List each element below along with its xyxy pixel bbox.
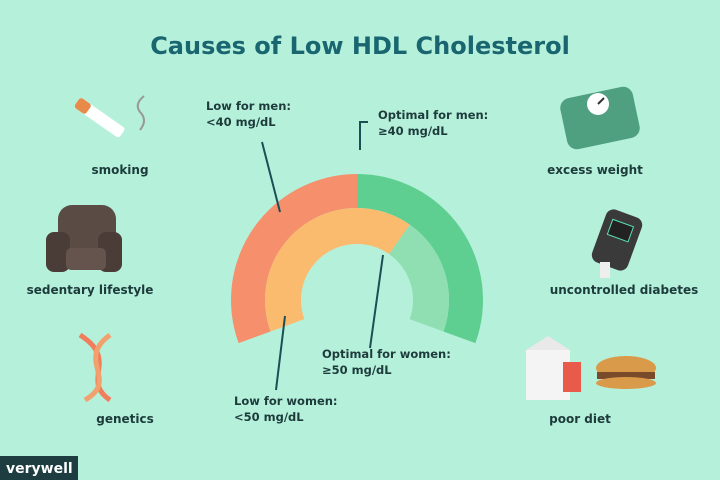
- gauge-label: <50 mg/dL: [234, 410, 304, 424]
- gauge-label: Low for women:: [234, 394, 338, 408]
- leader-line: [275, 315, 286, 391]
- gauge-segment: [389, 224, 449, 332]
- gauge-label: <40 mg/dL: [206, 115, 276, 129]
- food-icon: [526, 336, 656, 400]
- cause-label: smoking: [91, 163, 148, 177]
- gauge-label: ≥40 mg/dL: [378, 124, 448, 138]
- cause-label: uncontrolled diabetes: [550, 283, 699, 297]
- gauge: [230, 174, 484, 344]
- title: Causes of Low HDL Cholesterol: [150, 32, 570, 60]
- leader-line: [261, 141, 281, 213]
- brand-logo: verywell: [6, 461, 73, 477]
- gauge-segment: [230, 174, 357, 344]
- gauge-segment: [265, 208, 410, 332]
- gauge-label: Optimal for men:: [378, 108, 488, 122]
- leader-line: [359, 121, 368, 150]
- leader-line: [369, 254, 384, 349]
- armchair-icon: [46, 205, 122, 272]
- scale-icon: [560, 86, 640, 150]
- cause-label: poor diet: [549, 412, 611, 426]
- brand-badge: [0, 456, 78, 480]
- cause-label: genetics: [96, 412, 154, 426]
- cause-label: excess weight: [547, 163, 643, 177]
- cause-label: sedentary lifestyle: [27, 283, 154, 297]
- gauge-label: ≥50 mg/dL: [322, 363, 392, 377]
- gauge-label: Low for men:: [206, 99, 291, 113]
- gauge-label: Optimal for women:: [322, 347, 451, 361]
- dna-icon: [78, 332, 112, 403]
- glucose-meter-icon: [591, 209, 643, 278]
- gauge-segment: [357, 174, 484, 344]
- cigarette-icon: [74, 95, 145, 138]
